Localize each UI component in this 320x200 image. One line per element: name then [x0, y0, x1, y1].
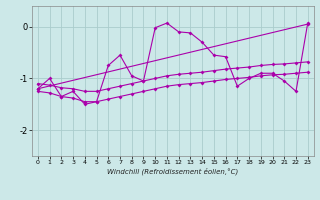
X-axis label: Windchill (Refroidissement éolien,°C): Windchill (Refroidissement éolien,°C): [107, 168, 238, 175]
